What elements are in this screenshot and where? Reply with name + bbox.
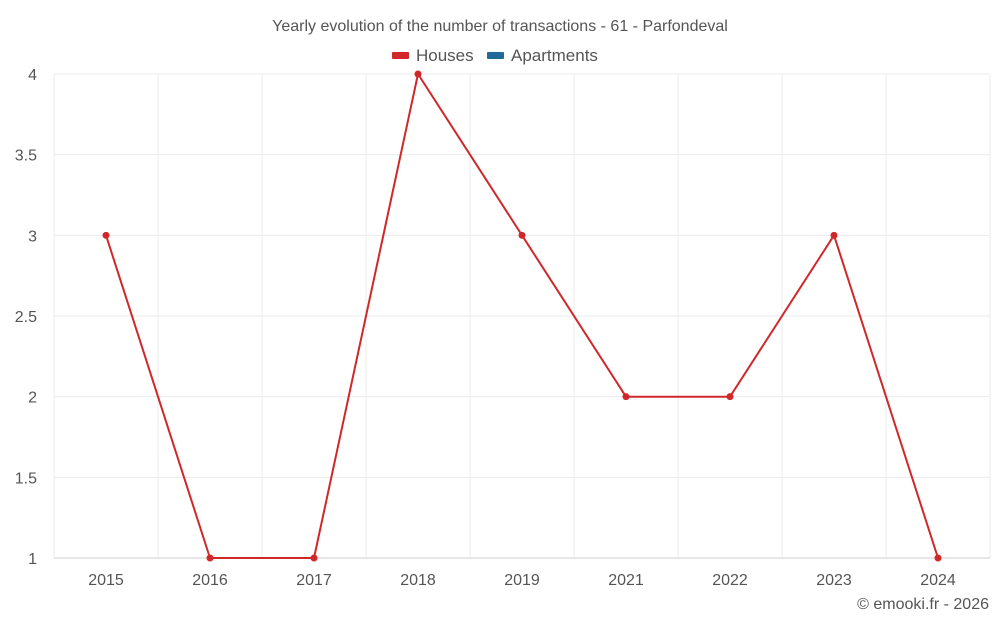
y-axis-ticks: 1 1.5 2 2.5 3 3.5 4 (15, 67, 37, 568)
x-tick-label: 2021 (608, 572, 644, 589)
data-point-houses[interactable] (726, 393, 734, 401)
chart-title: Yearly evolution of the number of transa… (272, 18, 728, 35)
x-tick-label: 2016 (192, 572, 228, 589)
legend-item-apartments[interactable]: Apartments (487, 46, 598, 65)
data-point-houses[interactable] (414, 70, 422, 78)
legend: Houses Apartments (392, 46, 598, 65)
x-axis-ticks: 2015 2016 2017 2018 2019 2021 2022 2023 2024 (88, 572, 956, 589)
y-tick-label: 4 (28, 67, 37, 84)
data-point-houses[interactable] (102, 231, 110, 239)
data-point-houses[interactable] (206, 554, 214, 562)
y-tick-label: 1.5 (15, 470, 37, 487)
y-tick-label: 2 (28, 390, 37, 407)
x-tick-label: 2022 (712, 572, 748, 589)
data-point-houses[interactable] (830, 231, 838, 239)
x-tick-label: 2015 (88, 572, 124, 589)
legend-label-houses: Houses (416, 46, 474, 65)
x-tick-label: 2019 (504, 572, 540, 589)
y-tick-label: 1 (28, 551, 37, 568)
legend-label-apartments: Apartments (511, 46, 598, 65)
data-point-houses[interactable] (622, 393, 630, 401)
legend-swatch-houses (392, 52, 409, 59)
x-tick-label: 2023 (816, 572, 852, 589)
data-point-houses[interactable] (518, 231, 526, 239)
credit-text: © emooki.fr - 2026 (857, 596, 989, 613)
x-tick-label: 2024 (920, 572, 956, 589)
y-tick-label: 2.5 (15, 309, 37, 326)
y-tick-label: 3 (28, 228, 37, 245)
x-tick-label: 2017 (296, 572, 332, 589)
legend-item-houses[interactable]: Houses (392, 46, 474, 65)
data-point-houses[interactable] (934, 554, 942, 562)
grid (53, 73, 991, 559)
series-layer (102, 70, 942, 562)
y-tick-label: 3.5 (15, 148, 37, 165)
data-point-houses[interactable] (310, 554, 318, 562)
legend-swatch-apartments (487, 52, 504, 59)
x-tick-label: 2018 (400, 572, 436, 589)
